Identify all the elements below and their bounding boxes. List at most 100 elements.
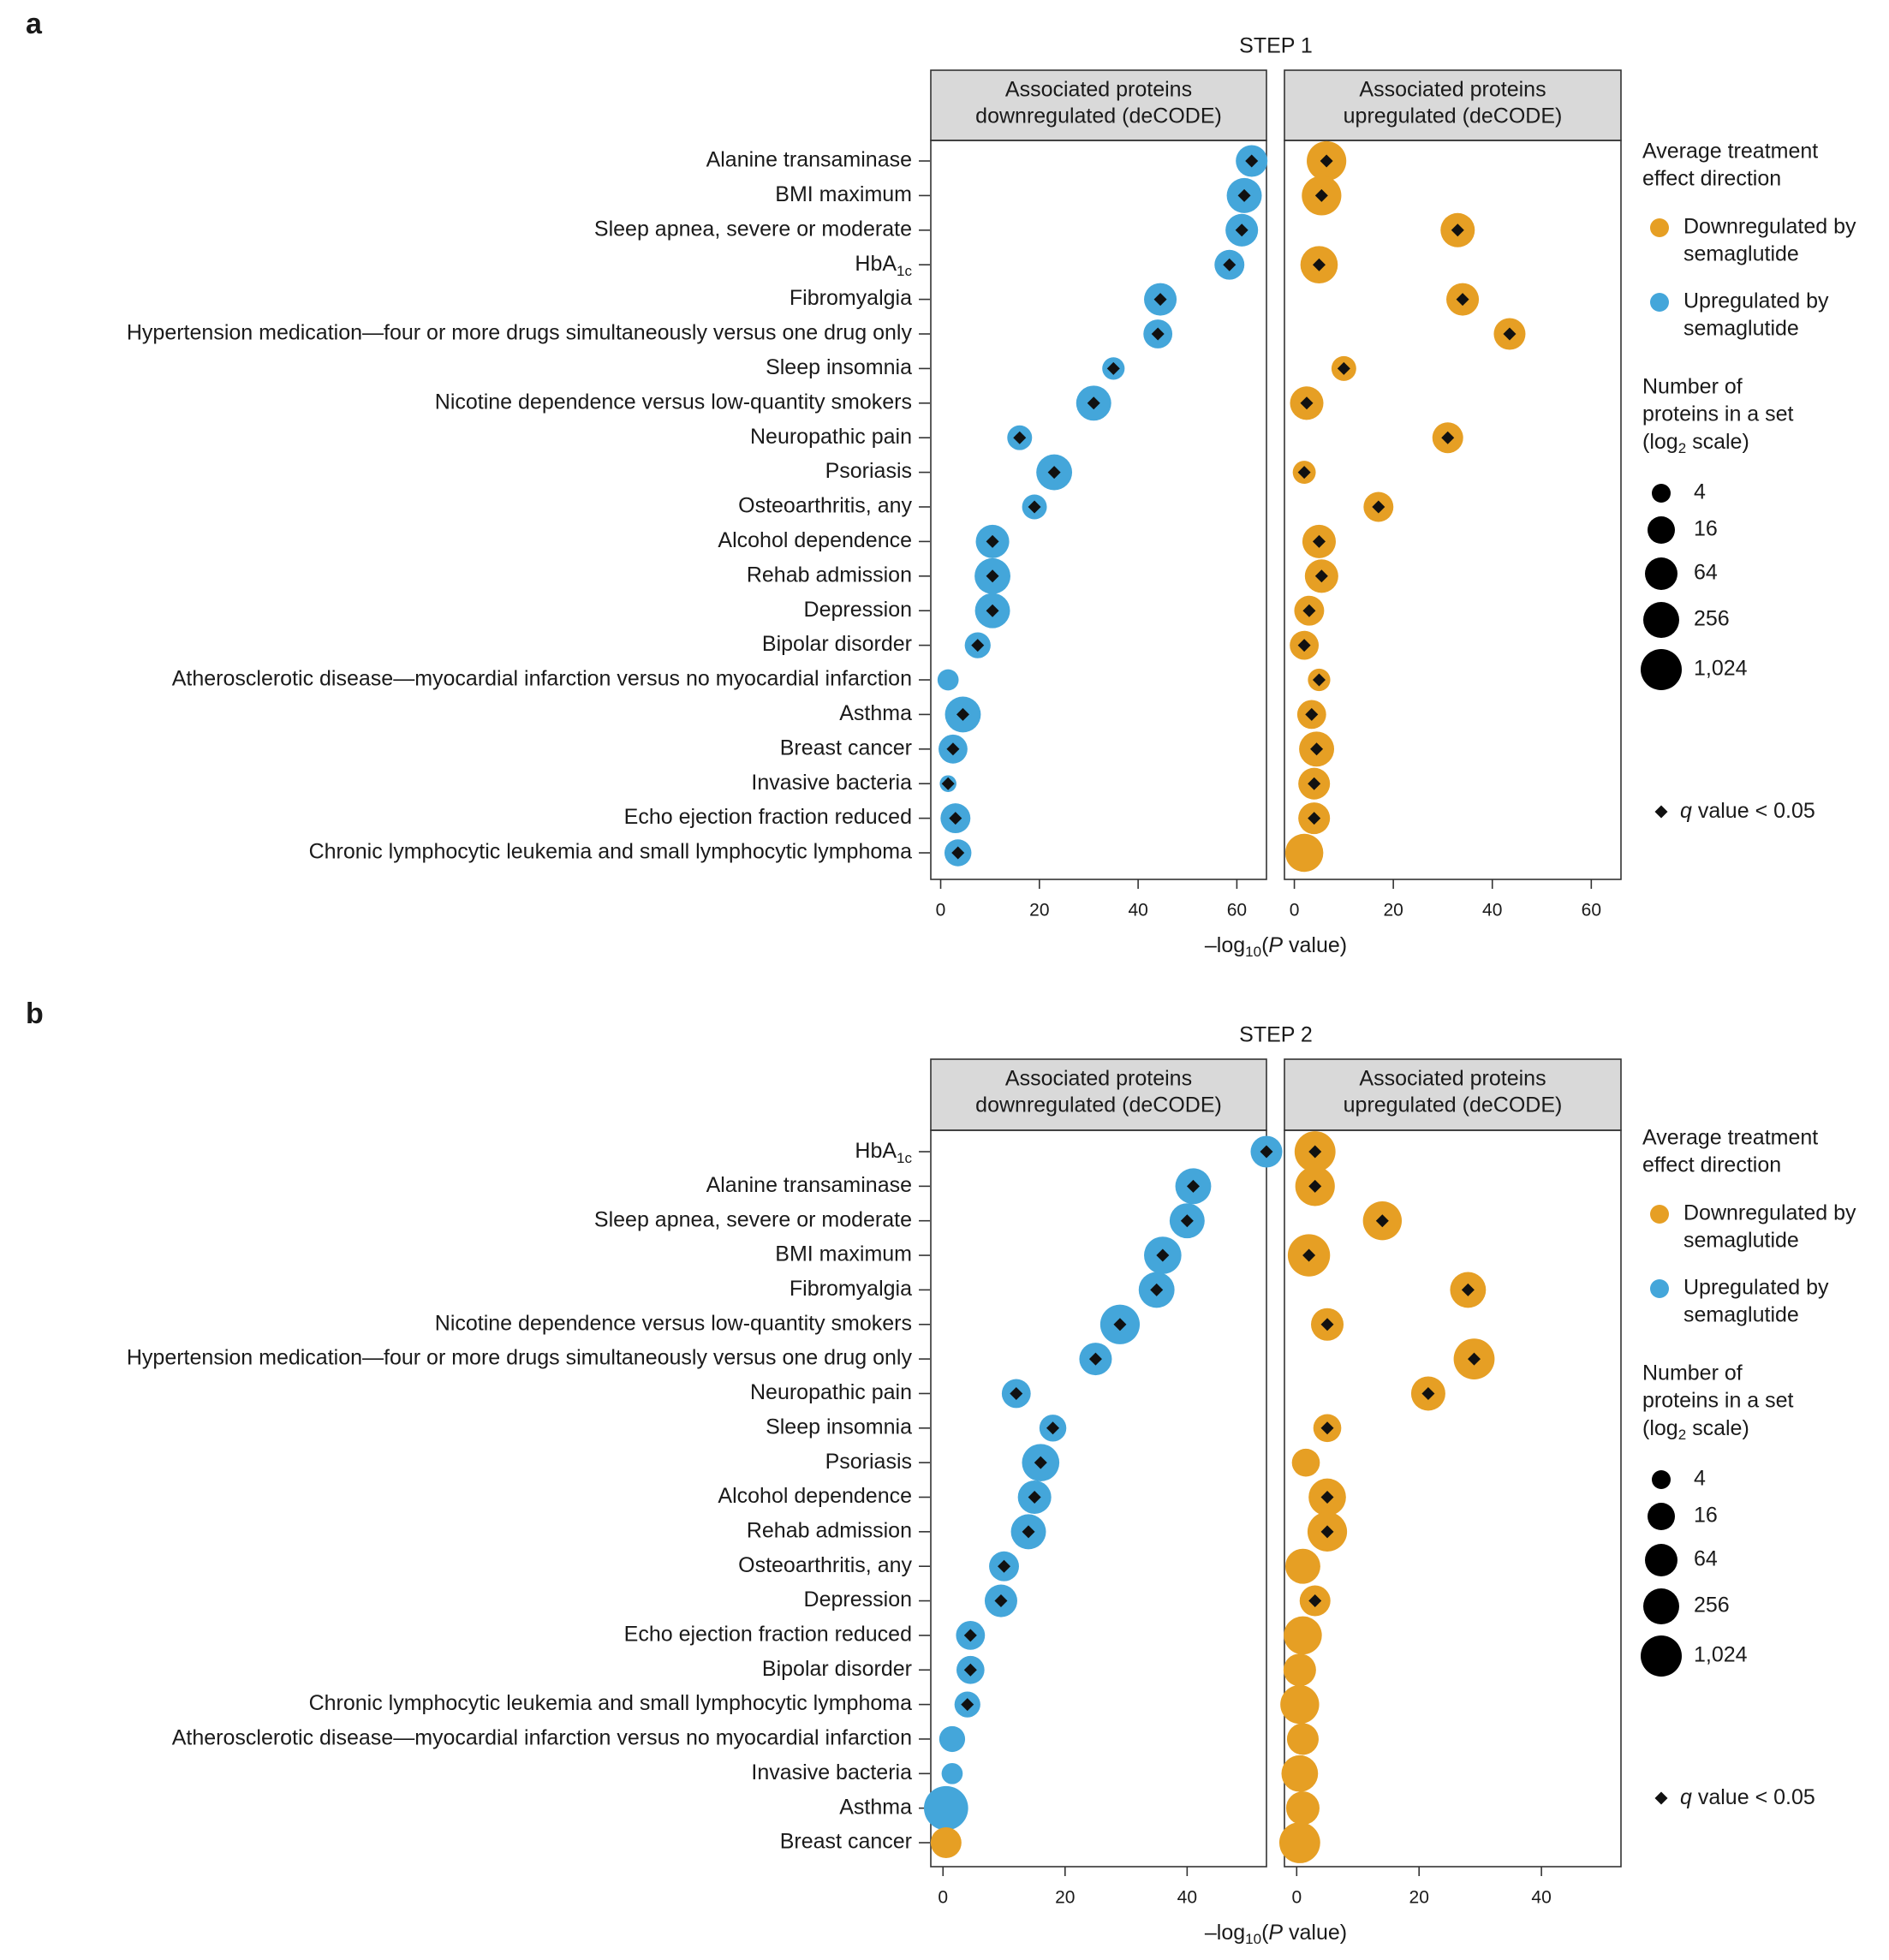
facet-label: Associated proteins <box>1359 78 1546 102</box>
significance-marker <box>1451 223 1464 237</box>
significance-marker <box>1151 327 1165 341</box>
legend-size-label: 16 <box>1694 1504 1718 1528</box>
y-tick-label: HbA1c <box>855 252 912 280</box>
significance-marker <box>986 569 999 583</box>
data-point <box>930 1827 962 1858</box>
x-tick-label: 60 <box>1227 901 1247 920</box>
legend-size-circle <box>1645 557 1677 590</box>
significance-marker <box>1302 604 1316 617</box>
significance-marker <box>1260 1145 1273 1159</box>
y-tick-label: HbA1c <box>855 1139 912 1167</box>
legend-size-circle <box>1645 1544 1677 1576</box>
y-tick-label: Invasive bacteria <box>751 1760 912 1784</box>
significance-marker <box>1456 293 1469 307</box>
significance-marker <box>1237 188 1251 202</box>
y-tick-label: Atherosclerotic disease—myocardial infar… <box>172 667 912 691</box>
y-tick-label: Bipolar disorder <box>762 632 912 656</box>
significance-marker <box>1308 777 1321 790</box>
significance-marker <box>1245 154 1259 168</box>
legend-size-circle <box>1643 1588 1679 1624</box>
y-tick-label: Nicotine dependence versus low-quantity … <box>435 1311 912 1335</box>
data-point <box>939 1725 966 1753</box>
significance-marker <box>956 707 969 721</box>
y-tick-label: Rehab admission <box>747 1518 912 1542</box>
significance-marker <box>1034 1456 1047 1469</box>
data-point <box>924 1785 968 1831</box>
significance-marker <box>963 1663 977 1677</box>
plot-area <box>1284 1129 1622 1868</box>
significance-marker <box>1156 1248 1170 1262</box>
facet-strip <box>1284 1058 1622 1131</box>
x-tick-label: 0 <box>1291 1888 1302 1908</box>
plot-area <box>1284 140 1622 880</box>
data-point <box>1278 1822 1320 1863</box>
legend-size-title: (log2 scale) <box>1642 1416 1749 1444</box>
significance-marker <box>1010 1386 1023 1400</box>
x-tick-label: 40 <box>1177 1888 1197 1908</box>
y-tick-label: Hypertension medication—four or more dru… <box>127 1346 913 1370</box>
facet-label: Associated proteins <box>1359 1067 1546 1091</box>
legend-size-label: 256 <box>1694 607 1730 631</box>
y-tick-label: Chronic lymphocytic leukemia and small l… <box>309 1691 913 1715</box>
legend-size-label: 4 <box>1694 1467 1706 1491</box>
facet-strip <box>930 1058 1267 1131</box>
legend-size-circle <box>1641 649 1682 690</box>
significance-marker <box>949 812 962 825</box>
facet-label: downregulated (deCODE) <box>975 104 1222 128</box>
plot-area <box>930 140 1267 880</box>
x-tick-label: 0 <box>938 1888 948 1908</box>
significance-marker <box>1310 742 1324 756</box>
x-tick-label: 20 <box>1055 1888 1075 1908</box>
x-tick-label: 40 <box>1482 901 1502 920</box>
y-tick-label: Alanine transaminase <box>706 1173 912 1197</box>
significance-marker <box>963 1629 977 1642</box>
y-tick-label: Asthma <box>839 1795 912 1819</box>
y-tick-label: Breast cancer <box>780 1830 912 1854</box>
legend-size-title: (log2 scale) <box>1642 430 1749 457</box>
significance-marker <box>1186 1179 1200 1193</box>
data-point <box>1280 1684 1320 1725</box>
y-tick-label: Alcohol dependence <box>718 1484 912 1508</box>
significance-marker <box>1047 466 1061 480</box>
y-tick-label: Bipolar disorder <box>762 1657 912 1681</box>
y-tick-label: Sleep apnea, severe or moderate <box>594 217 912 241</box>
significance-marker <box>1312 258 1326 271</box>
significance-marker <box>994 1594 1008 1608</box>
legend-diamond-icon <box>1654 805 1668 819</box>
panel-b: b STEP 2 HbA1c Alanine transaminase Sleep ap… <box>26 998 1856 1948</box>
y-tick-label: Rehab admission <box>747 563 912 587</box>
legend-label: semaglutide <box>1683 1303 1799 1327</box>
significance-marker <box>1320 1318 1334 1331</box>
legend-size-circle <box>1652 1470 1671 1489</box>
facet-label: Associated proteins <box>1005 1067 1192 1091</box>
significance-marker <box>1320 1525 1334 1539</box>
legend-title: Average treatment <box>1642 140 1818 164</box>
significance-marker <box>1375 1214 1389 1228</box>
significance-marker <box>961 1698 974 1712</box>
x-tick-label: 40 <box>1531 1888 1551 1908</box>
legend-size-label: 1,024 <box>1694 1643 1748 1667</box>
legend-swatch-up <box>1650 293 1669 312</box>
facet-strip <box>930 69 1267 141</box>
data-point <box>1284 1616 1322 1655</box>
data-point <box>1284 833 1324 873</box>
legend-q-label: q value < 0.05 <box>1680 799 1815 823</box>
legend-title: Average treatment <box>1642 1126 1818 1150</box>
significance-marker <box>1314 569 1328 583</box>
x-tick-label: 20 <box>1409 1888 1429 1908</box>
legend-label: semaglutide <box>1683 242 1799 266</box>
facet-label: upregulated (deCODE) <box>1344 1093 1563 1117</box>
data-point <box>1283 1653 1316 1687</box>
chart-title: STEP 2 <box>1239 1023 1313 1047</box>
significance-marker <box>1372 500 1385 514</box>
significance-marker <box>1150 1283 1164 1296</box>
data-point <box>937 669 959 691</box>
y-tick-label: Depression <box>804 1588 912 1611</box>
significance-marker <box>941 777 955 790</box>
significance-marker <box>1308 1179 1322 1193</box>
